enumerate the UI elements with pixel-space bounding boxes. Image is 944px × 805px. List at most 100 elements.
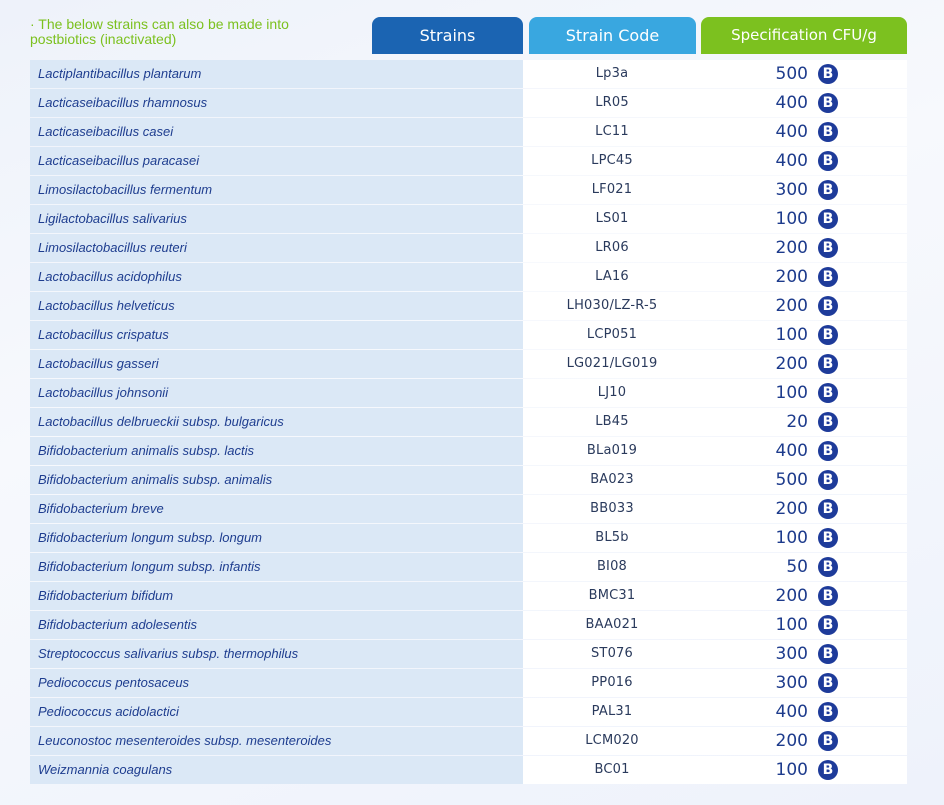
billion-unit-badge: B: [818, 64, 838, 84]
specification-value: 500: [775, 64, 808, 84]
strain-name-cell: Bifidobacterium breve: [30, 495, 523, 523]
strain-name-cell: Weizmannia coagulans: [30, 756, 523, 784]
specification-value: 400: [775, 151, 808, 171]
strain-code-cell: LB45: [523, 408, 701, 436]
table-row: Lactiplantibacillus plantarum Lp3a 500 B: [30, 60, 907, 88]
strain-table: Lactiplantibacillus plantarum Lp3a 500 B Lac…: [30, 60, 907, 785]
specification-cell: 20 B: [701, 408, 907, 436]
table-row: Bifidobacterium longum subsp. infantis BI…: [30, 553, 907, 581]
strain-name-cell: Bifidobacterium longum subsp. longum: [30, 524, 523, 552]
billion-unit-badge: B: [818, 644, 838, 664]
table-row: Leuconostoc mesenteroides subsp. mesente…: [30, 727, 907, 755]
strain-code-cell: LJ10: [523, 379, 701, 407]
strain-code-cell: BA023: [523, 466, 701, 494]
specification-cell: 100 B: [701, 611, 907, 639]
billion-unit-badge: B: [818, 354, 838, 374]
specification-cell: 500 B: [701, 60, 907, 88]
specification-cell: 200 B: [701, 350, 907, 378]
billion-unit-badge: B: [818, 470, 838, 490]
strain-code-cell: BI08: [523, 553, 701, 581]
specification-value: 50: [786, 557, 808, 577]
specification-cell: 100 B: [701, 524, 907, 552]
specification-value: 200: [775, 238, 808, 258]
specification-value: 300: [775, 673, 808, 693]
specification-value: 100: [775, 760, 808, 780]
table-row: Limosilactobacillus fermentum LF021 300 B: [30, 176, 907, 204]
strain-code-cell: LG021/LG019: [523, 350, 701, 378]
billion-unit-badge: B: [818, 383, 838, 403]
table-row: Lacticaseibacillus rhamnosus LR05 400 B: [30, 89, 907, 117]
specification-value: 200: [775, 354, 808, 374]
specification-value: 200: [775, 296, 808, 316]
specification-value: 100: [775, 528, 808, 548]
strain-name-cell: Bifidobacterium bifidum: [30, 582, 523, 610]
specification-value: 500: [775, 470, 808, 490]
specification-cell: 400 B: [701, 437, 907, 465]
strain-code-cell: BMC31: [523, 582, 701, 610]
specification-cell: 300 B: [701, 669, 907, 697]
table-row: Lacticaseibacillus casei LC11 400 B: [30, 118, 907, 146]
specification-value: 200: [775, 499, 808, 519]
strain-name-cell: Bifidobacterium animalis subsp. lactis: [30, 437, 523, 465]
table-row: Bifidobacterium breve BB033 200 B: [30, 495, 907, 523]
billion-unit-badge: B: [818, 267, 838, 287]
strain-name-cell: Lactobacillus acidophilus: [30, 263, 523, 291]
specification-cell: 200 B: [701, 727, 907, 755]
specification-cell: 400 B: [701, 147, 907, 175]
strain-name-cell: Lactobacillus crispatus: [30, 321, 523, 349]
strain-name-cell: Lacticaseibacillus casei: [30, 118, 523, 146]
strain-name-cell: Bifidobacterium adolesentis: [30, 611, 523, 639]
strain-name-cell: Lacticaseibacillus rhamnosus: [30, 89, 523, 117]
table-row: Bifidobacterium animalis subsp. animalis…: [30, 466, 907, 494]
table-row: Lactobacillus gasseri LG021/LG019 200 B: [30, 350, 907, 378]
billion-unit-badge: B: [818, 296, 838, 316]
strain-name-cell: Lactobacillus johnsonii: [30, 379, 523, 407]
specification-cell: 100 B: [701, 379, 907, 407]
strain-code-cell: LF021: [523, 176, 701, 204]
specification-column-header: Specification CFU/g: [701, 17, 907, 54]
specification-value: 20: [786, 412, 808, 432]
specification-cell: 200 B: [701, 263, 907, 291]
table-row: Lactobacillus acidophilus LA16 200 B: [30, 263, 907, 291]
strain-code-cell: LR05: [523, 89, 701, 117]
specification-value: 200: [775, 267, 808, 287]
table-row: Ligilactobacillus salivarius LS01 100 B: [30, 205, 907, 233]
strain-code-cell: LPC45: [523, 147, 701, 175]
strain-name-cell: Leuconostoc mesenteroides subsp. mesente…: [30, 727, 523, 755]
specification-cell: 200 B: [701, 495, 907, 523]
table-row: Weizmannia coagulans BC01 100 B: [30, 756, 907, 784]
billion-unit-badge: B: [818, 122, 838, 142]
strain-name-cell: Lactobacillus gasseri: [30, 350, 523, 378]
strain-name-cell: Pediococcus pentosaceus: [30, 669, 523, 697]
billion-unit-badge: B: [818, 412, 838, 432]
billion-unit-badge: B: [818, 325, 838, 345]
specification-cell: 400 B: [701, 118, 907, 146]
strain-code-cell: LA16: [523, 263, 701, 291]
strain-code-cell: LCP051: [523, 321, 701, 349]
table-row: Streptococcus salivarius subsp. thermoph…: [30, 640, 907, 668]
specification-cell: 300 B: [701, 640, 907, 668]
billion-unit-badge: B: [818, 151, 838, 171]
strains-column-header: Strains: [372, 17, 523, 54]
table-row: Lactobacillus delbrueckii subsp. bulgari…: [30, 408, 907, 436]
strain-name-cell: Lactobacillus helveticus: [30, 292, 523, 320]
strain-code-cell: Lp3a: [523, 60, 701, 88]
billion-unit-badge: B: [818, 760, 838, 780]
billion-unit-badge: B: [818, 557, 838, 577]
specification-value: 100: [775, 325, 808, 345]
specification-cell: 100 B: [701, 321, 907, 349]
strain-code-cell: LCM020: [523, 727, 701, 755]
table-row: Limosilactobacillus reuteri LR06 200 B: [30, 234, 907, 262]
strain-code-cell: LH030/LZ-R-5: [523, 292, 701, 320]
specification-value: 400: [775, 122, 808, 142]
strain-name-cell: Streptococcus salivarius subsp. thermoph…: [30, 640, 523, 668]
strain-code-cell: BLa019: [523, 437, 701, 465]
table-row: Bifidobacterium adolesentis BAA021 100 B: [30, 611, 907, 639]
specification-value: 400: [775, 441, 808, 461]
billion-unit-badge: B: [818, 238, 838, 258]
table-row: Pediococcus pentosaceus PP016 300 B: [30, 669, 907, 697]
specification-cell: 300 B: [701, 176, 907, 204]
specification-value: 400: [775, 702, 808, 722]
billion-unit-badge: B: [818, 528, 838, 548]
table-row: Bifidobacterium longum subsp. longum BL5b…: [30, 524, 907, 552]
